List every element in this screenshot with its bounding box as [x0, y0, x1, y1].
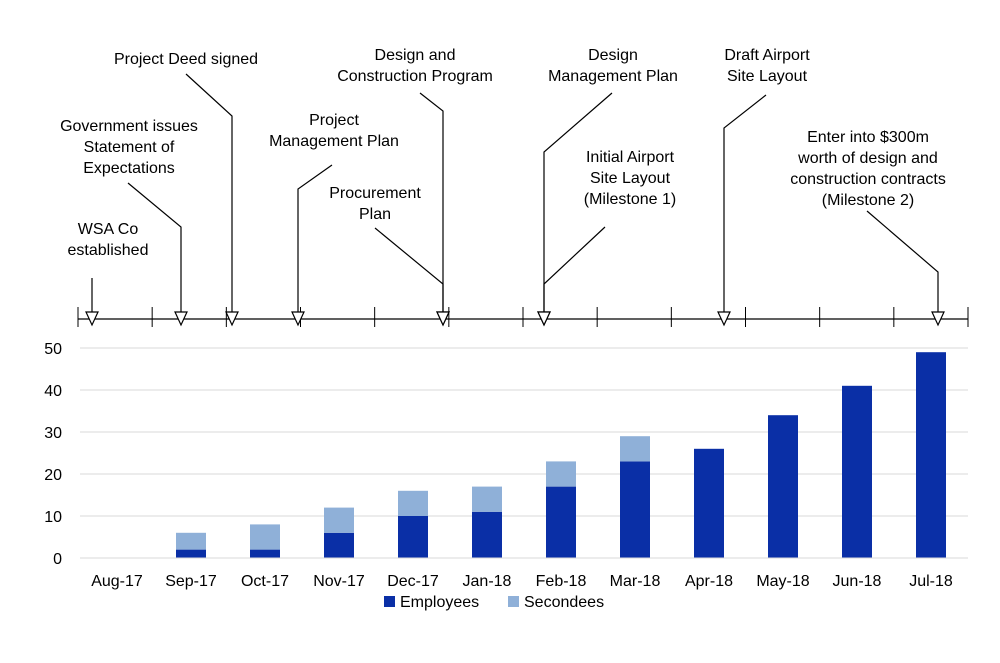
event-marker-icon — [225, 311, 239, 327]
event-leader-line — [543, 92, 613, 312]
event-leader-line — [723, 94, 767, 312]
bar-secondees — [472, 486, 502, 512]
event-label: (Milestone 1) — [584, 191, 676, 208]
bar-secondees — [398, 490, 428, 516]
bar-employees — [620, 461, 650, 558]
bar-employees — [546, 486, 576, 558]
bar-secondees — [324, 507, 354, 533]
y-axis: 0 10 20 30 40 50 — [44, 341, 62, 568]
event-label: established — [68, 242, 149, 259]
timeline-event: WSA Co established — [68, 221, 149, 327]
y-tick-label: 20 — [44, 467, 62, 484]
y-tick-label: 0 — [53, 551, 62, 568]
legend-swatch-employees — [384, 596, 395, 607]
x-tick-label: Jul-18 — [909, 573, 953, 590]
event-label: WSA Co — [78, 221, 139, 238]
event-leader-line — [297, 164, 333, 312]
timeline-event: Procurement Plan — [329, 185, 450, 327]
timeline-event: Initial Airport Site Layout (Milestone 1) — [537, 149, 676, 327]
timeline-event: Draft Airport Site Layout — [717, 47, 810, 327]
event-label: (Milestone 2) — [822, 192, 914, 209]
timeline-event: Enter into $300m worth of design and const… — [790, 129, 946, 327]
event-label: Procurement — [329, 185, 421, 202]
event-label: construction contracts — [790, 171, 946, 188]
event-leader-line — [374, 227, 444, 312]
event-marker-icon — [436, 311, 450, 327]
x-tick-label: Jan-18 — [463, 573, 512, 590]
y-tick-label: 10 — [44, 509, 62, 526]
event-leader-line — [185, 73, 233, 312]
timeline-event: Project Deed signed — [114, 51, 258, 327]
x-tick-label: May-18 — [756, 573, 809, 590]
x-tick-label: Dec-17 — [387, 573, 439, 590]
event-label: Management Plan — [269, 133, 399, 150]
y-tick-label: 30 — [44, 425, 62, 442]
bar-employees — [916, 352, 946, 558]
x-tick-label: Aug-17 — [91, 573, 143, 590]
x-tick-label: Oct-17 — [241, 573, 289, 590]
bar-employees — [768, 415, 798, 558]
event-marker-icon — [85, 311, 99, 327]
x-tick-label: Apr-18 — [685, 573, 733, 590]
event-marker-icon — [291, 311, 305, 327]
event-label: Design and — [375, 47, 456, 64]
bar-employees — [398, 516, 428, 558]
gridlines — [80, 347, 968, 517]
legend-label-secondees: Secondees — [524, 594, 604, 611]
event-label: Initial Airport — [586, 149, 675, 166]
event-label: Enter into $300m — [807, 129, 929, 146]
bar-secondees — [546, 461, 576, 487]
event-leader-line — [543, 226, 606, 312]
bar-secondees — [250, 524, 280, 550]
event-label: Management Plan — [548, 68, 678, 85]
bar-employees — [842, 385, 872, 558]
timeline-event: Design and Construction Program — [337, 47, 493, 327]
event-label: Expectations — [83, 160, 175, 177]
event-marker-icon — [931, 311, 945, 327]
x-axis: Aug-17 Sep-17 Oct-17 Nov-17 Dec-17 Jan-18 Feb-… — [80, 557, 968, 590]
legend-swatch-secondees — [508, 596, 519, 607]
bar-secondees — [620, 436, 650, 462]
bar-employees — [176, 549, 206, 558]
event-label: Plan — [359, 206, 391, 223]
x-tick-label: Feb-18 — [536, 573, 587, 590]
legend: Employees Secondees — [384, 594, 604, 611]
bar-secondees — [176, 532, 206, 550]
event-label: worth of design and — [797, 150, 938, 167]
bar-employees — [250, 549, 280, 558]
y-tick-label: 50 — [44, 341, 62, 358]
y-tick-label: 40 — [44, 383, 62, 400]
event-marker-icon — [717, 311, 731, 327]
bars — [176, 352, 946, 558]
event-leader-line — [866, 210, 939, 312]
event-label: Draft Airport — [724, 47, 810, 64]
timeline: WSA Co established Government issues Statem… — [60, 47, 969, 327]
x-tick-label: Mar-18 — [610, 573, 661, 590]
event-marker-icon — [174, 311, 188, 327]
event-label: Government issues — [60, 118, 198, 135]
bar-employees — [694, 448, 724, 558]
x-tick-label: Sep-17 — [165, 573, 217, 590]
event-label: Site Layout — [727, 68, 808, 85]
event-label: Construction Program — [337, 68, 493, 85]
timeline-event: Government issues Statement of Expectation… — [60, 118, 198, 327]
x-tick-label: Jun-18 — [833, 573, 882, 590]
x-tick-label: Nov-17 — [313, 573, 365, 590]
event-label: Project — [309, 112, 359, 129]
bar-employees — [472, 511, 502, 558]
event-label: Design — [588, 47, 638, 64]
event-label: Site Layout — [590, 170, 671, 187]
legend-label-employees: Employees — [400, 594, 479, 611]
timeline-event: Project Management Plan — [269, 112, 399, 327]
event-marker-icon — [537, 311, 551, 327]
bar-employees — [324, 532, 354, 558]
event-leader-line — [127, 182, 182, 312]
timeline-event: Design Management Plan — [537, 47, 678, 327]
event-label: Statement of — [84, 139, 175, 156]
event-leader-line — [419, 92, 444, 312]
event-label: Project Deed signed — [114, 51, 258, 68]
